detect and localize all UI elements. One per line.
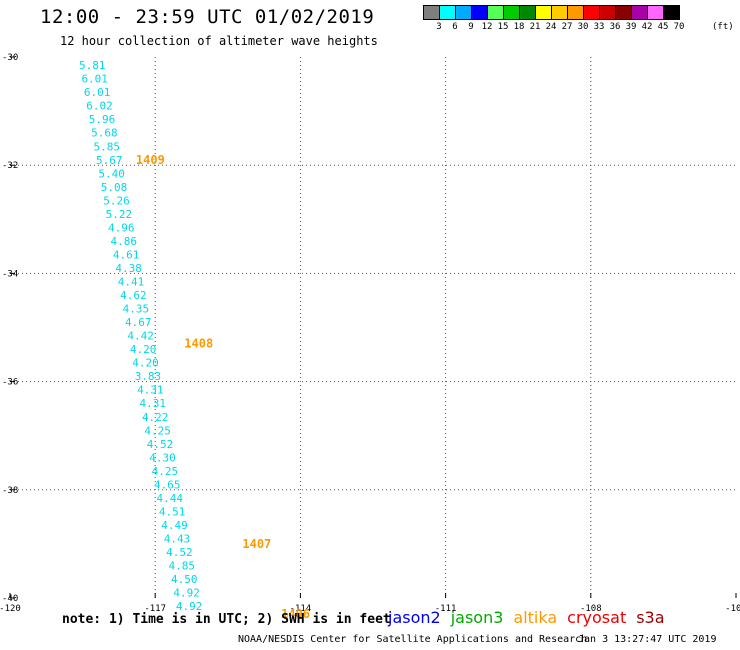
swh-value-label: 6.01 [81, 73, 108, 86]
x-tick-label: -114 [290, 604, 312, 614]
swh-value-label: 6.01 [84, 86, 111, 99]
mission-label: altika [513, 608, 558, 627]
swh-value-label: 4.51 [159, 505, 186, 518]
swh-value-label: 5.96 [89, 113, 116, 126]
mission-label: cryosat [567, 608, 627, 627]
time-label: 1409 [136, 153, 165, 167]
swh-value-label: 6.02 [86, 100, 113, 113]
y-tick-label: -36 [2, 378, 18, 388]
swh-value-label: 4.50 [171, 573, 198, 586]
x-tick-label: -120 [0, 604, 21, 614]
legend-label: 30 [577, 22, 589, 32]
legend-label: 70 [673, 22, 685, 32]
swh-value-label: 4.96 [108, 221, 135, 234]
swh-value-label: 4.25 [144, 424, 171, 437]
legend-label: 45 [657, 22, 669, 32]
swh-value-label: 4.42 [127, 330, 154, 343]
generation-timestamp: Jan 3 13:27:47 UTC 2019 [578, 634, 717, 645]
footer-note: note: 1) Time is in UTC; 2) SWH is in fe… [62, 612, 391, 627]
swh-value-label: 4.52 [166, 546, 193, 559]
swh-value-label: 4.30 [149, 451, 176, 464]
mission-label: jason2 [388, 608, 441, 627]
mission-label: jason3 [450, 608, 504, 627]
y-tick-label: -30 [2, 53, 18, 63]
swh-value-label: 4.43 [164, 532, 191, 545]
swh-value-label: 4.38 [115, 262, 142, 275]
y-tick-label: -34 [2, 269, 18, 279]
swh-value-label: 5.08 [101, 181, 128, 194]
legend-label: 18 [513, 22, 525, 32]
swh-value-label: 4.22 [142, 411, 169, 424]
legend-label: 9 [468, 22, 474, 32]
chart-title: 12:00 - 23:59 UTC 01/02/2019 [40, 6, 375, 28]
legend-unit: (ft) [712, 22, 734, 32]
mission-label: s3a [636, 608, 665, 627]
swh-value-label: 4.65 [154, 478, 181, 491]
swh-value-label: 3.83 [135, 370, 162, 383]
swh-value-label: 4.25 [152, 465, 179, 478]
swh-value-label: 5.67 [96, 154, 123, 167]
swh-value-label: 4.44 [156, 492, 183, 505]
legend-label: 15 [497, 22, 509, 32]
swh-value-label: 5.68 [91, 127, 118, 140]
legend-label: 24 [545, 22, 557, 32]
x-tick-label: -108 [580, 604, 602, 614]
y-tick-label: -32 [2, 161, 18, 171]
time-label: 1407 [242, 537, 271, 551]
credit-line: NOAA/NESDIS Center for Satellite Applica… [238, 634, 588, 645]
swh-value-label: 4.41 [118, 276, 145, 289]
swh-value-label: 5.40 [98, 167, 125, 180]
swh-value-label: 4.92 [176, 600, 203, 613]
x-tick-label: -105 [725, 604, 740, 614]
swh-value-label: 4.86 [110, 235, 137, 248]
swh-value-label: 4.92 [173, 587, 200, 600]
swh-value-label: 4.85 [169, 560, 196, 573]
swh-value-label: 4.35 [123, 303, 150, 316]
swh-value-label: 5.26 [103, 194, 130, 207]
swh-value-label: 4.52 [147, 438, 174, 451]
time-label: 1406 [281, 607, 310, 621]
swh-value-label: 4.20 [130, 343, 157, 356]
swh-value-label: 4.67 [125, 316, 152, 329]
legend-labels: 3 6 9 12 15 18 21 24 27 30 33 36 39 42 45 70 [423, 20, 684, 32]
mission-legend: jason2 jason3 altika cryosat s3a [388, 608, 675, 627]
legend-label: 12 [481, 22, 493, 32]
legend-label: 3 [436, 22, 442, 32]
x-tick-label: -117 [144, 604, 166, 614]
swh-value-label: 4.62 [120, 289, 147, 302]
swh-value-label: 4.31 [137, 384, 164, 397]
legend-label: 21 [529, 22, 541, 32]
legend-swatches [423, 5, 680, 20]
swh-value-label: 4.31 [140, 397, 167, 410]
legend-label: 42 [641, 22, 653, 32]
swh-value-label: 5.81 [79, 59, 106, 72]
legend-label: 36 [609, 22, 621, 32]
legend-label: 39 [625, 22, 637, 32]
swh-value-label: 4.61 [113, 248, 140, 261]
y-tick-label: -40 [2, 594, 18, 604]
legend-swatch [663, 5, 680, 20]
swh-value-label: 5.85 [94, 140, 121, 153]
swh-value-label: 4.20 [132, 357, 159, 370]
y-tick-label: -38 [2, 486, 18, 496]
swh-value-label: 4.49 [161, 519, 188, 532]
time-label: 1408 [184, 337, 213, 351]
swh-value-label: 5.22 [106, 208, 133, 221]
legend-label: 6 [452, 22, 458, 32]
x-tick-label: -111 [435, 604, 457, 614]
chart-subtitle: 12 hour collection of altimeter wave hei… [60, 34, 378, 48]
legend-label: 27 [561, 22, 573, 32]
legend-label: 33 [593, 22, 605, 32]
color-legend: 3 6 9 12 15 18 21 24 27 30 33 36 39 42 45 70 [423, 5, 684, 32]
